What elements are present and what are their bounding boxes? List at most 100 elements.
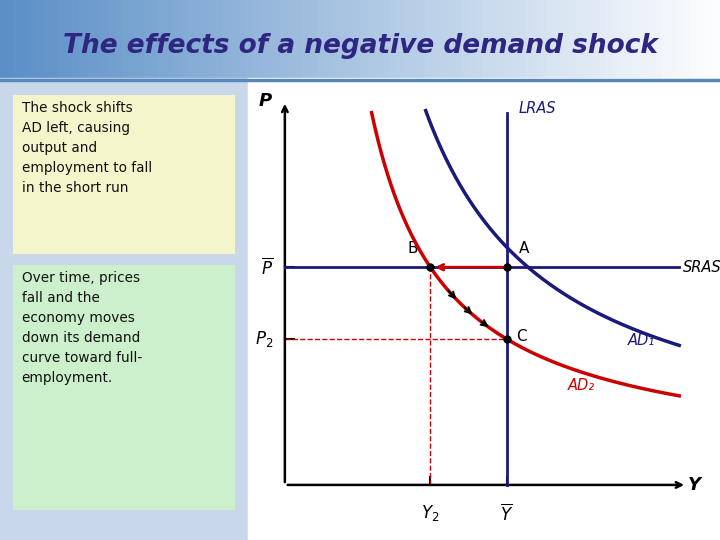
Bar [252, 0, 260, 78]
Bar [29, 0, 37, 78]
Bar [554, 0, 562, 78]
Bar [13, 94, 235, 254]
Bar [115, 0, 123, 78]
Text: C: C [516, 329, 527, 344]
Text: A: A [518, 241, 528, 256]
Bar [374, 0, 382, 78]
Bar [166, 0, 174, 78]
Bar [605, 0, 613, 78]
Bar [101, 0, 109, 78]
Bar [396, 0, 404, 78]
Bar [223, 0, 231, 78]
Bar [468, 0, 476, 78]
Text: $Y_2$: $Y_2$ [421, 503, 440, 523]
Bar [410, 0, 418, 78]
Bar [367, 0, 375, 78]
Bar [540, 0, 548, 78]
Bar [13, 265, 235, 510]
Bar [238, 0, 246, 78]
Bar [43, 0, 51, 78]
Bar [598, 0, 606, 78]
Text: LRAS: LRAS [518, 102, 556, 117]
Bar [490, 0, 498, 78]
Bar [418, 0, 426, 78]
Bar [583, 0, 591, 78]
Bar [454, 0, 462, 78]
Bar [446, 0, 454, 78]
Bar [432, 0, 440, 78]
Text: AD₁: AD₁ [628, 333, 654, 348]
Bar [547, 0, 555, 78]
Bar [482, 0, 490, 78]
Bar [677, 0, 685, 78]
Bar [360, 0, 368, 78]
Bar [317, 0, 325, 78]
Text: Over time, prices
fall and the
economy moves
down its demand
curve toward full-
: Over time, prices fall and the economy m… [22, 271, 142, 386]
Bar [137, 0, 145, 78]
Text: $\overline{P}$: $\overline{P}$ [261, 256, 274, 278]
Bar [72, 0, 80, 78]
Bar [526, 0, 534, 78]
Bar [475, 0, 483, 78]
Bar [590, 0, 598, 78]
Bar [248, 78, 720, 540]
Bar [504, 0, 512, 78]
Bar [562, 0, 570, 78]
Text: Y: Y [688, 476, 701, 494]
Bar [50, 0, 58, 78]
Bar [202, 0, 210, 78]
Text: P: P [259, 92, 272, 110]
Bar [634, 0, 642, 78]
Bar [108, 0, 116, 78]
Bar [691, 0, 699, 78]
Bar [338, 0, 346, 78]
Bar [302, 0, 310, 78]
Bar [670, 0, 678, 78]
Bar [439, 0, 447, 78]
Bar [324, 0, 332, 78]
Bar [497, 0, 505, 78]
Bar [425, 0, 433, 78]
Bar [353, 0, 361, 78]
Bar [662, 0, 670, 78]
Bar [0, 0, 8, 78]
Bar [130, 0, 138, 78]
Bar [310, 0, 318, 78]
Bar [144, 0, 152, 78]
Bar [86, 0, 94, 78]
Bar [626, 0, 634, 78]
Text: $\overline{Y}$: $\overline{Y}$ [500, 503, 513, 524]
Bar [569, 0, 577, 78]
Bar [346, 0, 354, 78]
Bar [706, 0, 714, 78]
Bar [533, 0, 541, 78]
Bar [14, 0, 22, 78]
Bar [288, 0, 296, 78]
Bar [187, 0, 195, 78]
Bar [245, 0, 253, 78]
Bar [698, 0, 706, 78]
Text: SRAS: SRAS [683, 260, 720, 275]
Bar [36, 0, 44, 78]
Bar [619, 0, 627, 78]
Text: B: B [408, 241, 418, 256]
Bar [281, 0, 289, 78]
Bar [94, 0, 102, 78]
Bar [518, 0, 526, 78]
Bar [382, 0, 390, 78]
Bar [612, 0, 620, 78]
Bar [209, 0, 217, 78]
Bar [331, 0, 339, 78]
Bar [259, 0, 267, 78]
Text: AD₂: AD₂ [568, 379, 595, 394]
Bar [511, 0, 519, 78]
Bar [713, 0, 720, 78]
Bar [461, 0, 469, 78]
Text: The effects of a negative demand shock: The effects of a negative demand shock [63, 33, 657, 59]
Bar [151, 0, 159, 78]
Bar [79, 0, 87, 78]
Bar [648, 0, 656, 78]
Bar [274, 0, 282, 78]
Bar [403, 0, 411, 78]
Bar [684, 0, 692, 78]
